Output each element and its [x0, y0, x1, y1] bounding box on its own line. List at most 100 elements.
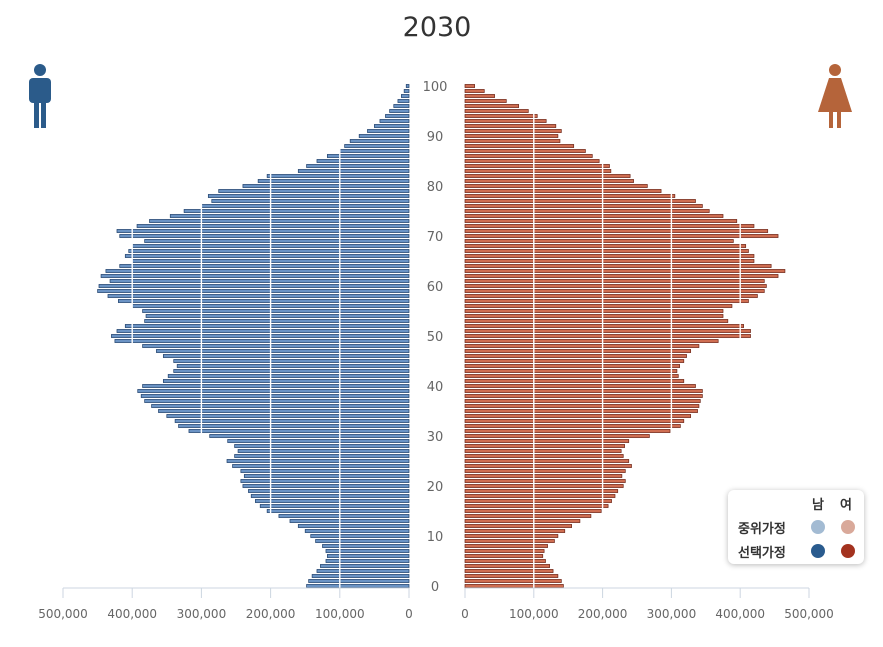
male-bar-age-80[interactable] — [242, 184, 410, 188]
female-bar-age-70[interactable] — [464, 234, 779, 238]
female-bar-age-22[interactable] — [464, 474, 623, 478]
male-bar-age-89[interactable] — [349, 139, 410, 143]
male-bar-age-25[interactable] — [226, 459, 410, 463]
female-bar-age-87[interactable] — [464, 149, 586, 153]
female-bar-age-33[interactable] — [464, 419, 685, 423]
female-bar-age-77[interactable] — [464, 199, 696, 203]
male-bar-age-92[interactable] — [374, 124, 410, 128]
female-bar-age-41[interactable] — [464, 379, 685, 383]
male-bar-age-13[interactable] — [289, 519, 410, 523]
male-bar-age-21[interactable] — [240, 479, 410, 483]
female-bar-age-5[interactable] — [464, 559, 546, 563]
female-bar-age-18[interactable] — [464, 494, 616, 498]
male-bar-age-54[interactable] — [145, 314, 410, 318]
female-bar-age-11[interactable] — [464, 529, 566, 533]
male-bar-age-32[interactable] — [178, 424, 410, 428]
female-bar-age-52[interactable] — [464, 324, 744, 328]
male-bar-age-40[interactable] — [142, 384, 410, 388]
female-bar-age-6[interactable] — [464, 554, 544, 558]
female-bar-age-91[interactable] — [464, 129, 562, 133]
male-bar-age-6[interactable] — [326, 554, 410, 558]
female-bar-age-35[interactable] — [464, 409, 698, 413]
male-bar-age-76[interactable] — [201, 204, 410, 208]
male-bar-age-58[interactable] — [107, 294, 410, 298]
male-bar-age-79[interactable] — [218, 189, 410, 193]
female-bar-age-51[interactable] — [464, 329, 751, 333]
female-bar-age-4[interactable] — [464, 564, 550, 568]
male-bar-age-14[interactable] — [278, 514, 410, 518]
female-bar-age-74[interactable] — [464, 214, 724, 218]
male-bar-age-8[interactable] — [322, 544, 410, 548]
male-bar-age-16[interactable] — [259, 504, 410, 508]
female-bar-age-61[interactable] — [464, 279, 765, 283]
female-bar-age-81[interactable] — [464, 179, 634, 183]
male-bar-age-74[interactable] — [169, 214, 410, 218]
male-bar-age-15[interactable] — [266, 509, 410, 513]
female-bar-age-7[interactable] — [464, 549, 545, 553]
male-bar-age-3[interactable] — [316, 569, 410, 573]
male-bar-age-51[interactable] — [116, 329, 410, 333]
female-bar-age-84[interactable] — [464, 164, 610, 168]
female-bar-age-43[interactable] — [464, 369, 678, 373]
female-bar-age-80[interactable] — [464, 184, 648, 188]
female-bar-age-65[interactable] — [464, 259, 755, 263]
female-bar-age-76[interactable] — [464, 204, 703, 208]
female-bar-age-19[interactable] — [464, 489, 619, 493]
female-bar-age-72[interactable] — [464, 224, 755, 228]
male-bar-age-63[interactable] — [105, 269, 410, 273]
legend-median-female-dot[interactable] — [841, 520, 855, 534]
female-bar-age-36[interactable] — [464, 404, 700, 408]
male-bar-age-49[interactable] — [114, 339, 410, 343]
legend-median-male-dot[interactable] — [811, 520, 825, 534]
male-bar-age-27[interactable] — [237, 449, 410, 453]
female-bar-age-63[interactable] — [464, 269, 786, 273]
female-bar-age-37[interactable] — [464, 399, 701, 403]
male-bar-age-99[interactable] — [403, 89, 410, 93]
male-bar-age-71[interactable] — [116, 229, 410, 233]
female-bar-age-32[interactable] — [464, 424, 681, 428]
male-bar-age-59[interactable] — [97, 289, 410, 293]
female-bar-age-20[interactable] — [464, 484, 624, 488]
female-bar-age-62[interactable] — [464, 274, 779, 278]
male-bar-age-66[interactable] — [124, 254, 410, 258]
male-bar-age-42[interactable] — [167, 374, 410, 378]
female-bar-age-82[interactable] — [464, 174, 631, 178]
male-bar-age-2[interactable] — [311, 574, 410, 578]
female-bar-age-60[interactable] — [464, 284, 767, 288]
female-bar-age-16[interactable] — [464, 504, 609, 508]
male-bar-age-12[interactable] — [297, 524, 410, 528]
female-bar-age-59[interactable] — [464, 289, 765, 293]
female-bar-age-92[interactable] — [464, 124, 557, 128]
female-bar-age-79[interactable] — [464, 189, 662, 193]
male-bar-age-73[interactable] — [149, 219, 410, 223]
female-bar-age-88[interactable] — [464, 144, 575, 148]
female-bar-age-98[interactable] — [464, 94, 495, 98]
male-bar-age-7[interactable] — [325, 549, 410, 553]
female-bar-age-2[interactable] — [464, 574, 559, 578]
female-bar-age-38[interactable] — [464, 394, 703, 398]
male-bar-age-69[interactable] — [144, 239, 410, 243]
female-bar-age-57[interactable] — [464, 299, 749, 303]
female-bar-age-27[interactable] — [464, 449, 622, 453]
female-bar-age-13[interactable] — [464, 519, 581, 523]
male-bar-age-57[interactable] — [118, 299, 410, 303]
female-bar-age-29[interactable] — [464, 439, 630, 443]
female-bar-age-40[interactable] — [464, 384, 696, 388]
male-bar-age-94[interactable] — [385, 114, 410, 118]
male-bar-age-84[interactable] — [306, 164, 410, 168]
female-bar-age-54[interactable] — [464, 314, 724, 318]
male-bar-age-34[interactable] — [166, 414, 410, 418]
female-bar-age-12[interactable] — [464, 524, 572, 528]
female-bar-age-50[interactable] — [464, 334, 751, 338]
male-bar-age-22[interactable] — [243, 474, 410, 478]
male-bar-age-67[interactable] — [128, 249, 410, 253]
male-bar-age-47[interactable] — [156, 349, 410, 353]
female-bar-age-30[interactable] — [464, 434, 650, 438]
female-bar-age-86[interactable] — [464, 154, 593, 158]
male-bar-age-36[interactable] — [151, 404, 410, 408]
female-bar-age-64[interactable] — [464, 264, 772, 268]
male-bar-age-75[interactable] — [183, 209, 410, 213]
female-bar-age-90[interactable] — [464, 134, 559, 138]
female-bar-age-47[interactable] — [464, 349, 692, 353]
female-bar-age-99[interactable] — [464, 89, 485, 93]
